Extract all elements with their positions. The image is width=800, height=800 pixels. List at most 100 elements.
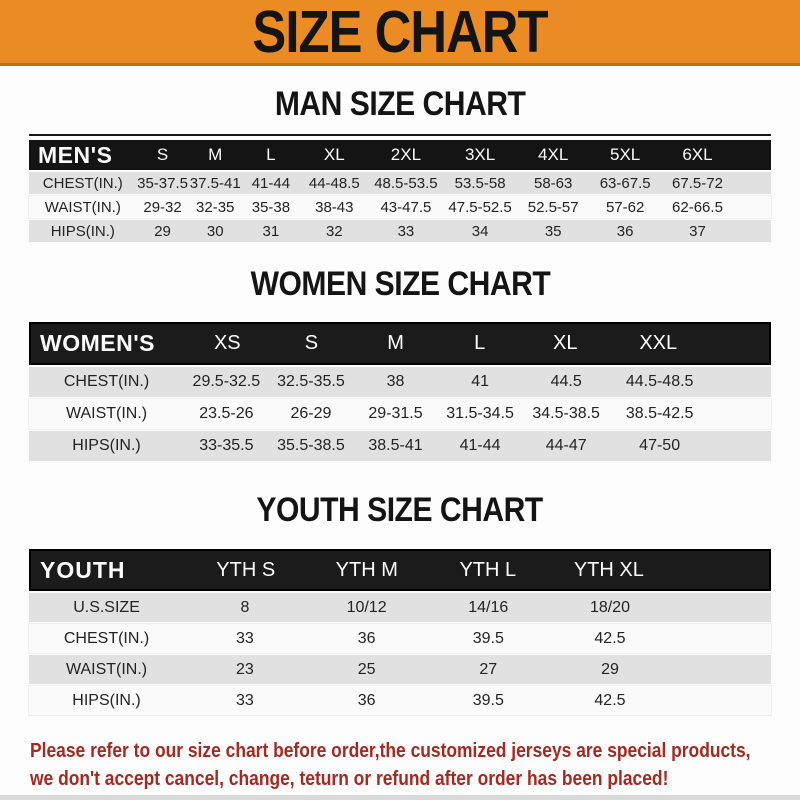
page-title: SIZE CHART <box>252 0 548 65</box>
size-column-header: YTH M <box>335 558 398 581</box>
men-size-section: MAN SIZE CHART MEN'S S M L XL 2XL 3XL 4XL 5XL 6XL… <box>0 83 800 242</box>
row-label: WAIST(IN.) <box>65 405 148 422</box>
size-value-cell: 33 <box>236 629 254 647</box>
banner: SIZE CHART <box>0 0 800 66</box>
row-label: HIPS(IN.) <box>50 222 115 240</box>
size-column-header: 4XL <box>538 145 569 164</box>
size-value-cell: 41 <box>471 373 489 390</box>
size-column-header: 2XL <box>390 145 422 164</box>
size-value-cell: 10/12 <box>346 598 387 616</box>
size-column-header: L <box>474 332 486 354</box>
size-column-header: YTH S <box>216 558 276 581</box>
size-value-cell: 48.5-53.5 <box>374 174 438 192</box>
size-value-cell: 25 <box>357 660 376 678</box>
table-row: CHEST(IN.) 35-37.5 37.5-41 41-44 44-48.5 48.5… <box>29 172 771 194</box>
size-value-cell: 42.5 <box>594 629 626 647</box>
size-value-cell: 58-63 <box>533 174 573 192</box>
table-title-cell: YOUTH <box>40 556 126 583</box>
size-value-cell: 31 <box>262 222 280 240</box>
size-value-cell: 36 <box>357 629 376 647</box>
size-value-cell: 29 <box>154 222 171 240</box>
size-column-header: XXL <box>639 332 678 354</box>
size-value-cell: 39.5 <box>472 691 504 709</box>
size-value-cell: 33 <box>236 691 254 709</box>
table-title-cell: WOMEN'S <box>40 330 156 356</box>
size-value-cell: 47-50 <box>639 437 681 454</box>
size-value-cell: 34.5-38.5 <box>532 405 600 422</box>
size-value-cell: 14/16 <box>468 598 509 616</box>
size-value-cell: 35 <box>544 222 562 240</box>
size-value-cell: 37.5-41 <box>189 174 241 192</box>
size-value-cell: 35-37.5 <box>137 174 188 192</box>
table-header-row: WOMEN'S XS S M L XL XXL <box>29 322 771 365</box>
size-column-header: YTH L <box>459 558 517 581</box>
size-value-cell: 32-35 <box>196 198 235 216</box>
table-row: CHEST(IN.) 29.5-32.5 32.5-35.5 38 41 44.5 44.5… <box>29 367 771 397</box>
size-value-cell: 27 <box>479 660 498 678</box>
size-value-cell: 38 <box>386 373 405 390</box>
size-value-cell: 33 <box>397 222 415 240</box>
table-row: WAIST(IN.) 23.5-26 26-29 29-31.5 31.5-34.5 34… <box>29 399 771 429</box>
size-value-cell: 41-44 <box>251 174 291 192</box>
size-column-header: XL <box>323 145 345 164</box>
size-value-cell: 44.5-48.5 <box>625 373 694 390</box>
size-value-cell: 30 <box>206 222 224 240</box>
youth-size-table: YOUTH YTH S YTH M YTH L YTH XL U.S.SIZE 8 10/12… <box>29 549 771 715</box>
size-value-cell: 38.5-41 <box>368 437 423 454</box>
table-row: HIPS(IN.) 29 30 31 32 33 34 35 36 37 <box>29 220 771 242</box>
size-column-header: S <box>156 145 169 164</box>
size-value-cell: 63-67.5 <box>599 174 651 192</box>
size-value-cell: 41-44 <box>459 437 501 454</box>
size-value-cell: 23.5-26 <box>199 405 254 422</box>
size-value-cell: 35-38 <box>251 198 291 216</box>
women-section-heading: WOMEN SIZE CHART <box>0 264 800 303</box>
size-value-cell: 31.5-34.5 <box>446 405 514 422</box>
table-title-cell: MEN'S <box>38 141 113 168</box>
size-value-cell: 18/20 <box>589 598 630 616</box>
size-column-header: M <box>387 332 404 354</box>
table-header-row: MEN'S S M L XL 2XL 3XL 4XL 5XL 6XL <box>29 140 771 170</box>
men-section-title: MAN SIZE CHART <box>274 83 526 124</box>
men-size-table: MEN'S S M L XL 2XL 3XL 4XL 5XL 6XL CHEST(IN.) 35-37… <box>29 134 771 242</box>
row-label: CHEST(IN.) <box>42 174 123 192</box>
table-header-row: YOUTH YTH S YTH M YTH L YTH XL <box>29 549 771 591</box>
disclaimer: Please refer to our size chart before or… <box>30 737 800 793</box>
row-label: HIPS(IN.) <box>72 437 141 454</box>
table-row: U.S.SIZE 8 10/12 14/16 18/20 <box>29 593 771 622</box>
row-label: CHEST(IN.) <box>63 629 150 647</box>
size-value-cell: 44-47 <box>545 437 587 454</box>
size-column-header: YTH XL <box>573 558 644 581</box>
table-row: CHEST(IN.) 33 36 39.5 42.5 <box>29 624 771 653</box>
size-value-cell: 8 <box>240 598 250 616</box>
row-label: U.S.SIZE <box>73 598 140 616</box>
bottom-edge-strip <box>0 795 800 800</box>
table-row: HIPS(IN.) 33-35.5 35.5-38.5 38.5-41 41-44 44-… <box>29 431 771 461</box>
row-label: CHEST(IN.) <box>63 373 150 390</box>
size-value-cell: 32.5-35.5 <box>277 373 345 390</box>
size-value-cell: 32 <box>325 222 343 240</box>
size-value-cell: 29-32 <box>143 198 182 216</box>
size-value-cell: 52.5-57 <box>527 198 579 216</box>
size-value-cell: 53.5-58 <box>454 174 506 192</box>
size-value-cell: 23 <box>236 660 254 678</box>
size-value-cell: 36 <box>616 222 634 240</box>
size-value-cell: 29 <box>601 660 619 678</box>
size-value-cell: 29-31.5 <box>368 405 423 422</box>
size-value-cell: 38.5-42.5 <box>625 405 694 422</box>
women-size-section: WOMEN SIZE CHART WOMEN'S XS S M L XL XXL CHEST(… <box>0 264 800 461</box>
size-value-cell: 67.5-72 <box>672 174 723 192</box>
table-row: HIPS(IN.) 33 36 39.5 42.5 <box>29 686 771 715</box>
disclaimer-line-2: we don't accept cancel, change, teturn o… <box>30 767 669 790</box>
size-value-cell: 44.5 <box>550 373 582 390</box>
youth-size-section: YOUTH SIZE CHART YOUTH YTH S YTH M YTH L YTH… <box>0 489 800 715</box>
size-column-header: S <box>304 332 319 354</box>
size-value-cell: 35.5-38.5 <box>277 437 345 454</box>
size-value-cell: 33-35.5 <box>199 437 254 454</box>
size-column-header: M <box>208 145 223 164</box>
youth-section-title: YOUTH SIZE CHART <box>256 489 544 530</box>
table-row: WAIST(IN.) 23 25 27 29 <box>29 655 771 684</box>
size-value-cell: 29.5-32.5 <box>192 373 261 390</box>
size-value-cell: 37 <box>689 222 706 240</box>
row-label: HIPS(IN.) <box>72 691 141 709</box>
